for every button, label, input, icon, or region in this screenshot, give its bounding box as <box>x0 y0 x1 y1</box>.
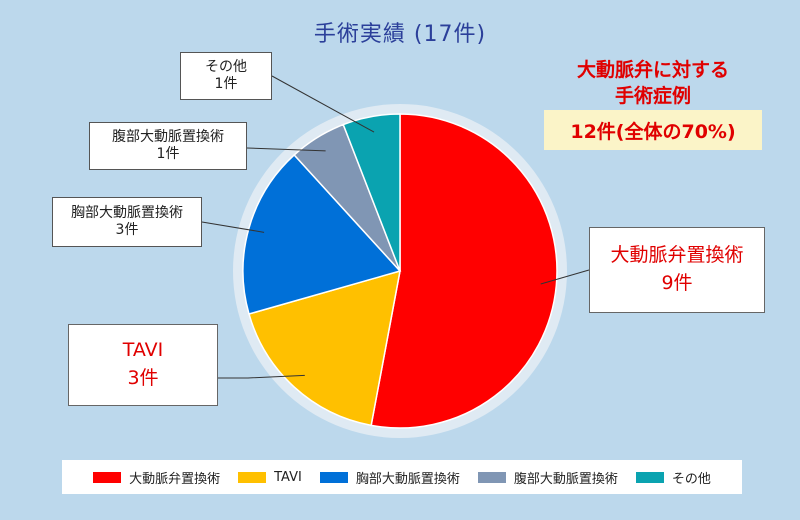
callout-line2: 手術症例 <box>614 84 691 107</box>
label-avr-name: 大動脈弁置換術 <box>610 244 744 267</box>
legend-label-thoracic: 胸部大動脈置換術 <box>355 471 460 487</box>
label-box-other: その他 1件 <box>180 52 272 100</box>
legend-swatch-other <box>635 471 664 483</box>
callout-line1: 大動脈弁に対する <box>576 59 729 81</box>
legend-swatch-abdominal <box>477 471 506 483</box>
label-avr-value: 9件 <box>661 272 693 294</box>
pie-slice-other <box>342 113 401 272</box>
label-box-tavi: TAVI 3件 <box>68 324 218 406</box>
legend-item-tavi: TAVI <box>238 470 302 485</box>
label-box-avr: 大動脈弁置換術 9件 <box>589 227 765 313</box>
leader-line-other <box>271 75 375 133</box>
leader-line-thoracic <box>201 221 265 233</box>
label-abdominal-name: 腹部大動脈置換術 <box>112 128 224 145</box>
label-thoracic-name: 胸部大動脈置換術 <box>71 204 183 221</box>
legend-label-abdominal: 腹部大動脈置換術 <box>513 471 618 487</box>
legend-label-avr: 大動脈弁置換術 <box>129 471 221 487</box>
callout-title: 大動脈弁に対する 手術症例 <box>548 58 758 109</box>
legend-item-other: その他 <box>635 468 711 487</box>
label-thoracic-value: 3件 <box>115 222 139 238</box>
pie-slice-avr <box>370 113 558 429</box>
legend-item-abdominal: 腹部大動脈置換術 <box>477 468 618 487</box>
chart-legend: 大動脈弁置換術 TAVI 胸部大動脈置換術 腹部大動脈置換術 その他 <box>62 460 742 494</box>
pie-slice-tavi <box>248 269 401 427</box>
legend-swatch-avr <box>93 471 122 483</box>
pie-slice-thoracic <box>242 153 402 315</box>
legend-swatch-thoracic <box>319 471 348 483</box>
legend-swatch-tavi <box>238 471 267 483</box>
label-tavi-value: 3件 <box>127 367 159 389</box>
chart-title: 手術実績 (17件) <box>313 22 487 47</box>
label-tavi-name: TAVI <box>122 339 164 362</box>
legend-label-tavi: TAVI <box>274 469 302 485</box>
leader-line-tavi <box>218 374 305 379</box>
legend-item-avr: 大動脈弁置換術 <box>93 468 220 487</box>
legend-item-thoracic: 胸部大動脈置換術 <box>319 468 460 487</box>
legend-label-other: その他 <box>671 471 711 487</box>
label-box-abdominal: 腹部大動脈置換術 1件 <box>89 122 247 170</box>
leader-line-avr <box>540 269 590 285</box>
label-other-value: 1件 <box>214 76 238 92</box>
label-other-name: その他 <box>205 58 247 75</box>
label-box-thoracic: 胸部大動脈置換術 3件 <box>52 197 202 247</box>
leader-line-abdominal <box>246 147 326 152</box>
callout-value: 12件(全体の70%) <box>544 110 762 150</box>
label-abdominal-value: 1件 <box>156 146 180 162</box>
